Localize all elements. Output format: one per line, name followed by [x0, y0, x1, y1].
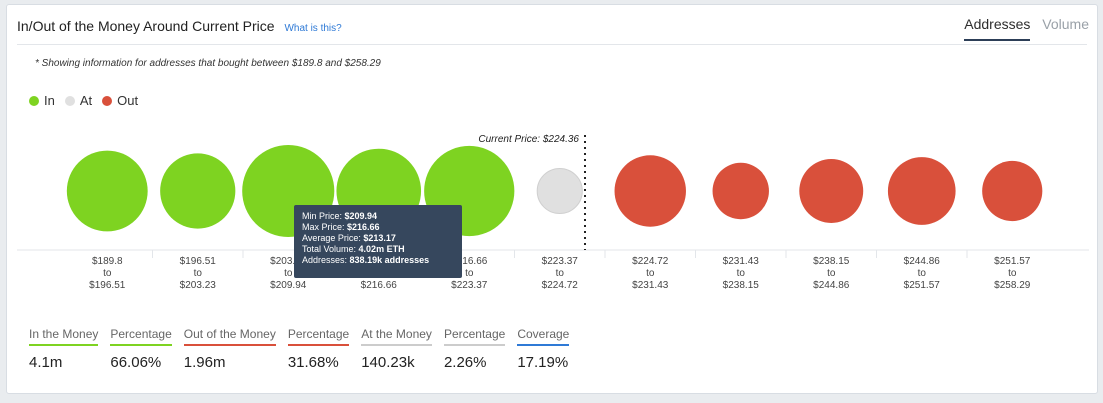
stat-in-percentage: Percentage 66.06%	[110, 325, 172, 371]
legend-item-at[interactable]: At	[64, 93, 93, 108]
stat-in-the-money: In the Money 4.1m	[29, 325, 99, 371]
bubble-out[interactable]	[614, 155, 686, 227]
x-tick-label-high: $224.72	[542, 280, 579, 291]
x-tick-label-low: $251.57	[994, 256, 1031, 267]
bubble-out[interactable]	[712, 162, 769, 220]
tooltip-min-value: $209.94	[344, 211, 378, 221]
x-tick-label-low: $196.51	[180, 256, 217, 267]
bubble-in[interactable]	[66, 150, 148, 232]
card-header: In/Out of the Money Around Current Price…	[7, 5, 1097, 45]
legend: In At Out	[29, 93, 138, 108]
stat-value: 2.26%	[443, 354, 487, 371]
bubble-at[interactable]	[536, 167, 583, 215]
x-tick-label-low: $224.72	[632, 256, 669, 267]
bubble-out[interactable]	[887, 157, 956, 225]
x-tick-label-high: $231.43	[632, 280, 669, 291]
x-tick-label-to: to	[284, 268, 293, 279]
stat-label: Coverage	[517, 327, 570, 346]
stat-at-the-money: At the Money 140.23k	[361, 325, 432, 371]
x-tick-label-low: $244.86	[904, 256, 941, 267]
x-tick-label-to: to	[1008, 268, 1017, 279]
money-chart-card: In/Out of the Money Around Current Price…	[6, 4, 1098, 394]
current-price-label: Current Price: $224.36	[478, 134, 579, 145]
x-tick-label-high: $203.23	[180, 280, 217, 291]
stat-value: 31.68%	[287, 354, 339, 371]
stat-label: In the Money	[29, 327, 99, 346]
tab-volume[interactable]: Volume	[1042, 16, 1089, 32]
stat-value: 4.1m	[29, 354, 63, 371]
x-tick-label-high: $223.37	[451, 280, 488, 291]
x-tick-label-high: $238.15	[723, 280, 760, 291]
x-tick-label-low: $231.43	[723, 256, 760, 267]
tooltip-addresses-label: Addresses:	[302, 255, 348, 265]
stat-value: 66.06%	[110, 354, 162, 371]
tooltip-volume-value: 4.02m ETH	[358, 244, 405, 254]
x-tick-label-high: $258.29	[994, 280, 1031, 291]
view-tabs: Addresses Volume	[956, 16, 1089, 41]
legend-dot-at	[64, 95, 75, 106]
stat-value: 1.96m	[183, 354, 226, 371]
bubble-tooltip: Min Price: $209.94 Max Price: $216.66 Av…	[294, 205, 462, 278]
legend-label-at: At	[79, 93, 93, 108]
x-tick-label-to: to	[194, 268, 203, 279]
stat-value: 17.19%	[517, 354, 569, 371]
tooltip-max-label: Max Price:	[302, 222, 345, 232]
x-tick-label-high: $196.51	[89, 280, 126, 291]
x-tick-label-to: to	[103, 268, 112, 279]
x-tick-label-to: to	[646, 268, 655, 279]
stat-label: Percentage	[443, 327, 506, 346]
summary-stats: In the Money 4.1m Percentage 66.06% Out …	[29, 325, 581, 371]
range-note: * Showing information for addresses that…	[35, 58, 381, 69]
legend-item-out[interactable]: Out	[102, 93, 138, 108]
legend-label-out: Out	[117, 93, 139, 108]
tooltip-avg-label: Average Price:	[302, 233, 361, 243]
x-tick-label-to: to	[465, 268, 474, 279]
tab-addresses[interactable]: Addresses	[964, 16, 1031, 41]
stat-value: 140.23k	[361, 354, 415, 371]
stat-coverage: Coverage 17.19%	[517, 325, 570, 371]
x-tick-label-low: $189.8	[92, 256, 123, 267]
legend-item-in[interactable]: In	[29, 93, 55, 108]
card-title: In/Out of the Money Around Current Price…	[17, 18, 342, 34]
x-tick-label-to: to	[827, 268, 836, 279]
x-tick-label-high: $209.94	[270, 280, 307, 291]
x-tick-label-to: to	[556, 268, 565, 279]
tooltip-avg-value: $213.17	[363, 233, 396, 243]
legend-label-in: In	[44, 93, 55, 108]
tooltip-max-value: $216.66	[347, 222, 380, 232]
x-tick-label-low: $216.66	[451, 256, 488, 267]
stat-label: Out of the Money	[183, 327, 276, 346]
stat-label: Percentage	[287, 327, 350, 346]
x-tick-label-high: $244.86	[813, 280, 850, 291]
bubble-out[interactable]	[982, 160, 1043, 222]
title-text: In/Out of the Money Around Current Price	[17, 18, 275, 34]
stat-at-percentage: Percentage 2.26%	[443, 325, 506, 371]
x-tick-label-high: $216.66	[361, 280, 398, 291]
what-is-this-link[interactable]: What is this?	[284, 23, 342, 34]
x-tick-label-low: $238.15	[813, 256, 850, 267]
stat-out-percentage: Percentage 31.68%	[287, 325, 350, 371]
x-tick-label-low: $203.23	[270, 256, 307, 267]
legend-dot-in	[29, 95, 39, 106]
header-divider	[17, 44, 1087, 45]
stat-out-of-the-money: Out of the Money 1.96m	[183, 325, 276, 371]
tooltip-min-label: Min Price:	[302, 211, 343, 221]
x-tick-label-low: $223.37	[542, 256, 579, 267]
stat-label: Percentage	[110, 327, 172, 346]
bubble-in[interactable]	[160, 153, 236, 229]
bubble-chart: $189.8to$196.51$196.51to$203.23$203.23to…	[17, 134, 1089, 291]
legend-dot-out	[102, 95, 113, 106]
tooltip-volume-label: Total Volume:	[302, 244, 357, 254]
stat-label: At the Money	[361, 327, 432, 346]
x-tick-label-to: to	[737, 268, 746, 279]
x-tick-label-to: to	[918, 268, 927, 279]
tooltip-addresses-value: 838.19k addresses	[349, 255, 430, 265]
x-tick-label-high: $251.57	[904, 280, 941, 291]
bubble-out[interactable]	[799, 159, 864, 223]
